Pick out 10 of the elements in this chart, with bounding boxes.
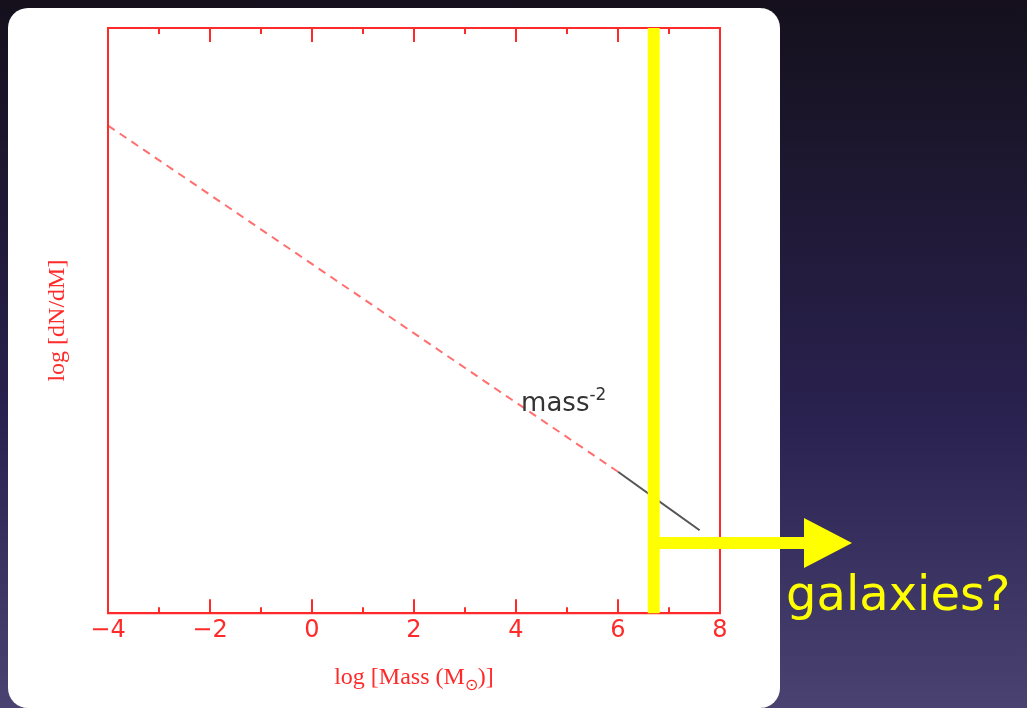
x-tick-label: 0 <box>304 614 320 643</box>
x-tick-label: 6 <box>610 614 626 643</box>
text: galaxies? <box>786 565 1011 622</box>
x-axis-title: log [Mass (M⊙)] <box>334 663 494 693</box>
y-axis-title: log [dN/dM] <box>43 259 69 382</box>
x-tick-label: 2 <box>406 614 422 643</box>
x-tick-label: 4 <box>508 614 524 643</box>
x-tick-label: 8 <box>712 614 728 643</box>
x-tick-label: −4 <box>90 614 126 643</box>
x-tick-label: −2 <box>192 614 228 643</box>
